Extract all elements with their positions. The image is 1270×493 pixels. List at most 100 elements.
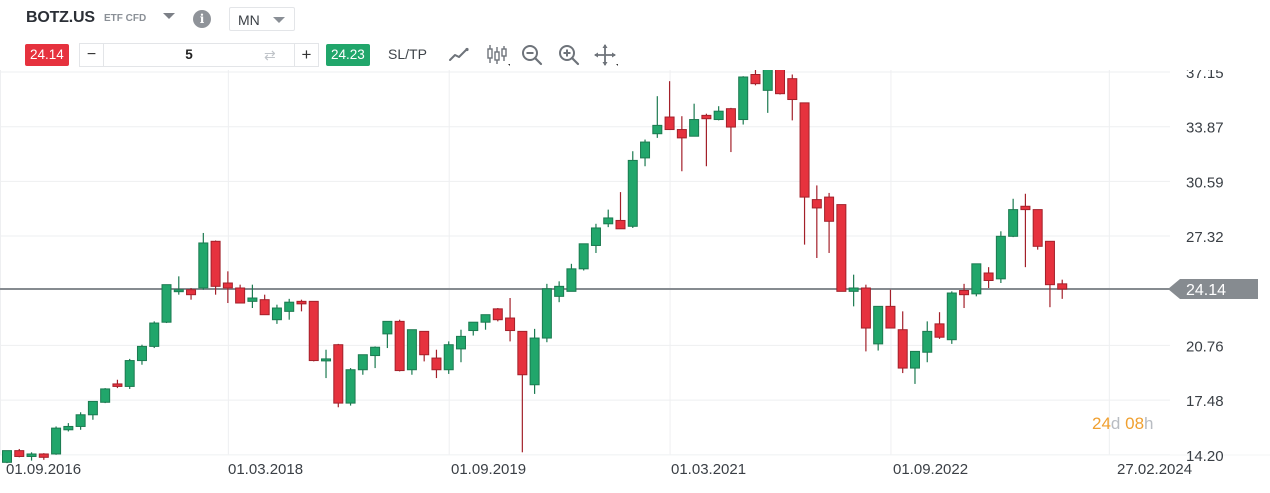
zoom-out-icon[interactable] [519,42,545,68]
candle[interactable] [627,151,638,228]
candle[interactable] [38,453,49,460]
candle[interactable] [824,192,835,253]
candle[interactable] [664,81,675,131]
candle[interactable] [271,304,282,324]
candle[interactable] [1020,193,1031,268]
candle[interactable] [394,319,405,372]
candle[interactable] [51,426,62,455]
candle[interactable] [333,343,344,408]
increase-quantity-button[interactable]: + [294,44,318,66]
candle[interactable] [63,423,74,432]
candle[interactable] [873,305,884,351]
candle[interactable] [136,344,147,365]
candlestick-chart-icon[interactable] [484,42,511,68]
candle[interactable] [173,276,184,295]
candle[interactable] [345,368,356,406]
symbol-name[interactable]: BOTZ.US [26,9,95,26]
swap-units-icon[interactable]: ⇄ [264,47,276,63]
candle[interactable] [971,263,982,297]
candle[interactable] [186,288,197,300]
candle[interactable] [541,283,552,343]
candle[interactable] [799,102,810,245]
time-axis[interactable]: 01.09.2016 01.03.2018 01.09.2019 01.03.2021… [6,461,1192,478]
candle[interactable] [100,388,111,404]
candle[interactable] [370,346,381,369]
candle[interactable] [443,341,454,374]
candle[interactable] [382,320,393,349]
symbol-dropdown-caret-icon[interactable] [163,13,175,19]
candle[interactable] [468,321,479,336]
candle[interactable] [1032,209,1043,250]
candle[interactable] [934,312,945,339]
candle[interactable] [946,291,957,344]
candle[interactable] [406,329,417,375]
candle[interactable] [836,204,847,292]
candle[interactable] [725,107,736,153]
candle[interactable] [492,308,503,322]
candle[interactable] [124,358,135,389]
candle[interactable] [455,329,466,363]
candle[interactable] [689,103,700,137]
buy-button[interactable]: 24.23 [326,44,370,66]
candle[interactable] [431,349,442,379]
candle[interactable] [885,289,896,329]
candle[interactable] [676,116,687,172]
candle[interactable] [1008,198,1019,238]
candle[interactable] [848,274,859,307]
candle[interactable] [26,452,37,461]
candle[interactable] [554,281,565,303]
candle[interactable] [505,298,516,342]
candle[interactable] [701,113,712,167]
candle[interactable] [357,354,368,375]
candle[interactable] [983,267,994,289]
decrease-quantity-button[interactable]: − [80,44,104,66]
candle[interactable] [787,74,798,121]
candle[interactable] [860,284,871,352]
candle[interactable] [14,448,25,458]
timeframe-select[interactable]: MN [229,7,295,31]
candle[interactable] [112,379,123,389]
info-icon[interactable]: i [193,10,211,28]
sl-tp-button[interactable]: SL/TP [388,46,427,62]
candle[interactable] [308,300,319,362]
candle[interactable] [909,350,920,384]
candle[interactable] [750,70,761,86]
candle[interactable] [922,321,933,363]
candle[interactable] [419,330,430,362]
candle[interactable] [222,271,233,304]
candle[interactable] [87,400,98,420]
candle[interactable] [640,139,651,167]
zoom-in-icon[interactable] [556,42,582,68]
candle[interactable] [959,283,970,309]
candle[interactable] [480,314,491,330]
candle[interactable] [284,298,295,320]
quantity-input[interactable] [104,44,274,66]
candle[interactable] [75,412,86,430]
candle[interactable] [897,311,908,374]
candle[interactable] [652,96,663,138]
candle[interactable] [775,70,786,95]
candle[interactable] [762,70,773,113]
candle[interactable] [149,321,160,349]
candle[interactable] [235,284,246,304]
candle[interactable] [615,192,626,230]
candle[interactable] [1044,240,1055,308]
candle[interactable] [247,284,258,309]
candle[interactable] [198,232,209,290]
candle[interactable] [2,450,12,464]
candle[interactable] [321,349,332,379]
sell-button[interactable]: 24.14 [25,44,69,66]
candle[interactable] [529,328,540,394]
candle[interactable] [713,106,724,121]
price-chart[interactable]: 24.14 37.15 33.87 30.59 27.32 20.76 17.48 14.2… [0,70,1270,493]
candle[interactable] [566,263,577,292]
candle[interactable] [590,223,601,253]
candle[interactable] [161,284,172,324]
candlestick-chart[interactable]: 24.14 37.15 33.87 30.59 27.32 20.76 17.48 14.2… [0,70,1270,493]
candle[interactable] [603,209,614,228]
price-axis[interactable]: 37.15 33.87 30.59 27.32 20.76 17.48 14.20 [1186,70,1224,465]
candle[interactable] [811,185,822,258]
candle[interactable] [995,231,1006,284]
candle[interactable] [738,76,749,125]
line-chart-icon[interactable] [446,42,472,68]
